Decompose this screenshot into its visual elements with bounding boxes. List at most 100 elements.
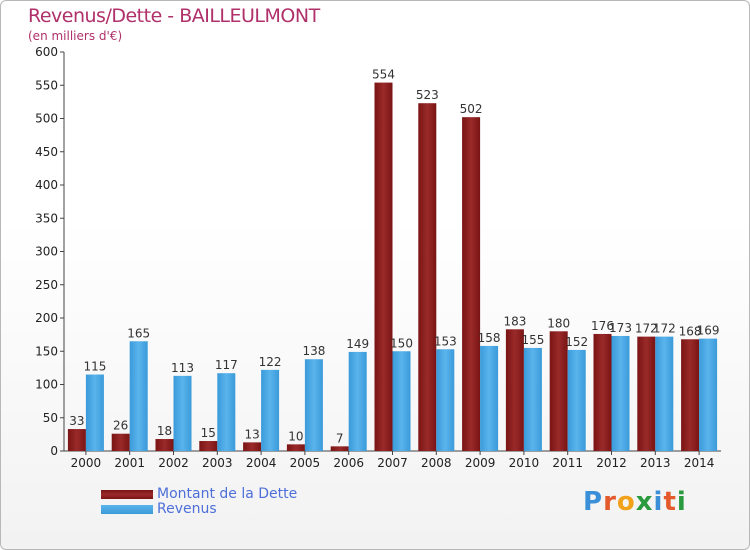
x-tick-label: 2009 (465, 456, 496, 470)
legend-label-debt: Montant de la Dette (157, 486, 298, 502)
x-tick-label: 2013 (640, 456, 671, 470)
bar-revenue (392, 351, 411, 451)
bar-debt (593, 333, 612, 451)
x-tick-label: 2006 (333, 456, 364, 470)
data-label-debt: 15 (201, 426, 216, 440)
logo-letter: i (676, 487, 687, 517)
y-tick-label: 500 (35, 112, 58, 126)
data-label-debt: 176 (591, 319, 614, 333)
data-label-debt: 33 (69, 414, 84, 428)
bar-debt (418, 103, 437, 451)
x-tick-label: 2002 (158, 456, 189, 470)
bar-revenue (129, 341, 148, 451)
data-label-debt: 10 (288, 429, 303, 443)
data-label-revenue: 115 (83, 360, 106, 374)
data-label-debt: 26 (113, 419, 128, 433)
data-label-debt: 183 (503, 314, 526, 328)
x-tick-label: 2004 (246, 456, 277, 470)
y-tick-label: 450 (35, 145, 58, 159)
bar-revenue (217, 373, 236, 451)
data-label-revenue: 113 (171, 361, 194, 375)
bar-revenue (173, 375, 192, 451)
bar-debt (505, 329, 524, 451)
data-label-debt: 554 (372, 68, 395, 82)
data-label-revenue: 117 (215, 358, 238, 372)
bar-revenue (699, 338, 718, 451)
x-tick-label: 2008 (421, 456, 452, 470)
x-tick-label: 2014 (684, 456, 715, 470)
logo-letter: t (663, 487, 677, 517)
bar-debt (681, 339, 700, 451)
data-label-debt: 168 (679, 324, 702, 338)
data-label-debt: 180 (547, 316, 570, 330)
y-tick-label: 600 (35, 45, 58, 59)
bar-debt (155, 439, 174, 451)
data-label-revenue: 153 (434, 334, 457, 348)
logo-letter: x (635, 487, 654, 517)
y-tick-label: 200 (35, 311, 58, 325)
y-tick-label: 550 (35, 78, 58, 92)
logo-letter: o (616, 487, 636, 517)
data-label-revenue: 138 (302, 344, 325, 358)
bar-debt (549, 331, 568, 451)
bar-debt (111, 433, 130, 451)
chart-title: Revenus/Dette - BAILLEULMONT (28, 5, 320, 27)
bar-revenue (655, 336, 674, 451)
bar-revenue (85, 374, 104, 451)
y-tick-label: 300 (35, 245, 58, 259)
bar-revenue (567, 349, 586, 451)
logo-letter: r (603, 487, 617, 517)
y-tick-label: 100 (35, 378, 58, 392)
data-label-revenue: 158 (478, 331, 501, 345)
y-tick-label: 150 (35, 344, 58, 358)
y-tick-label: 350 (35, 211, 58, 225)
x-tick-label: 2000 (71, 456, 102, 470)
data-label-revenue: 172 (653, 322, 676, 336)
x-tick-label: 2010 (509, 456, 540, 470)
bar-revenue (611, 335, 630, 451)
proxiti-logo: Proxiti (583, 487, 687, 517)
bar-debt (637, 336, 656, 451)
bar-debt (67, 429, 86, 451)
logo-letter: i (653, 487, 664, 517)
data-label-revenue: 155 (521, 333, 544, 347)
bar-revenue (261, 369, 280, 451)
legend-label-revenue: Revenus (157, 501, 217, 517)
bar-revenue (480, 345, 499, 451)
y-tick-label: 400 (35, 178, 58, 192)
data-label-revenue: 149 (346, 337, 369, 351)
data-label-debt: 172 (635, 322, 658, 336)
y-tick-label: 250 (35, 278, 58, 292)
bar-revenue (348, 351, 367, 451)
data-label-revenue: 152 (565, 335, 588, 349)
x-tick-label: 2011 (552, 456, 583, 470)
bar-revenue (436, 349, 455, 451)
chart-subtitle: (en milliers d'€) (28, 29, 123, 43)
data-label-debt: 523 (416, 88, 439, 102)
data-label-debt: 18 (157, 424, 172, 438)
legend-swatch-debt (101, 490, 153, 499)
bar-debt (374, 82, 393, 451)
x-tick-label: 2007 (377, 456, 408, 470)
bar-revenue (304, 359, 323, 451)
data-label-debt: 13 (244, 427, 259, 441)
bar-debt (330, 446, 349, 451)
data-label-debt: 7 (336, 431, 344, 445)
x-tick-label: 2005 (290, 456, 321, 470)
data-label-revenue: 122 (259, 355, 282, 369)
y-tick-label: 0 (50, 444, 58, 458)
data-label-revenue: 150 (390, 336, 413, 350)
bar-debt (199, 441, 218, 451)
bar-debt (243, 442, 262, 451)
y-tick-label: 50 (43, 411, 58, 425)
data-label-revenue: 165 (127, 326, 150, 340)
data-label-revenue: 169 (697, 324, 720, 338)
x-tick-label: 2001 (114, 456, 145, 470)
bar-debt (286, 444, 305, 451)
data-label-debt: 502 (460, 102, 483, 116)
logo-letter: P (583, 487, 604, 517)
x-tick-label: 2012 (596, 456, 627, 470)
bar-revenue (523, 347, 542, 451)
